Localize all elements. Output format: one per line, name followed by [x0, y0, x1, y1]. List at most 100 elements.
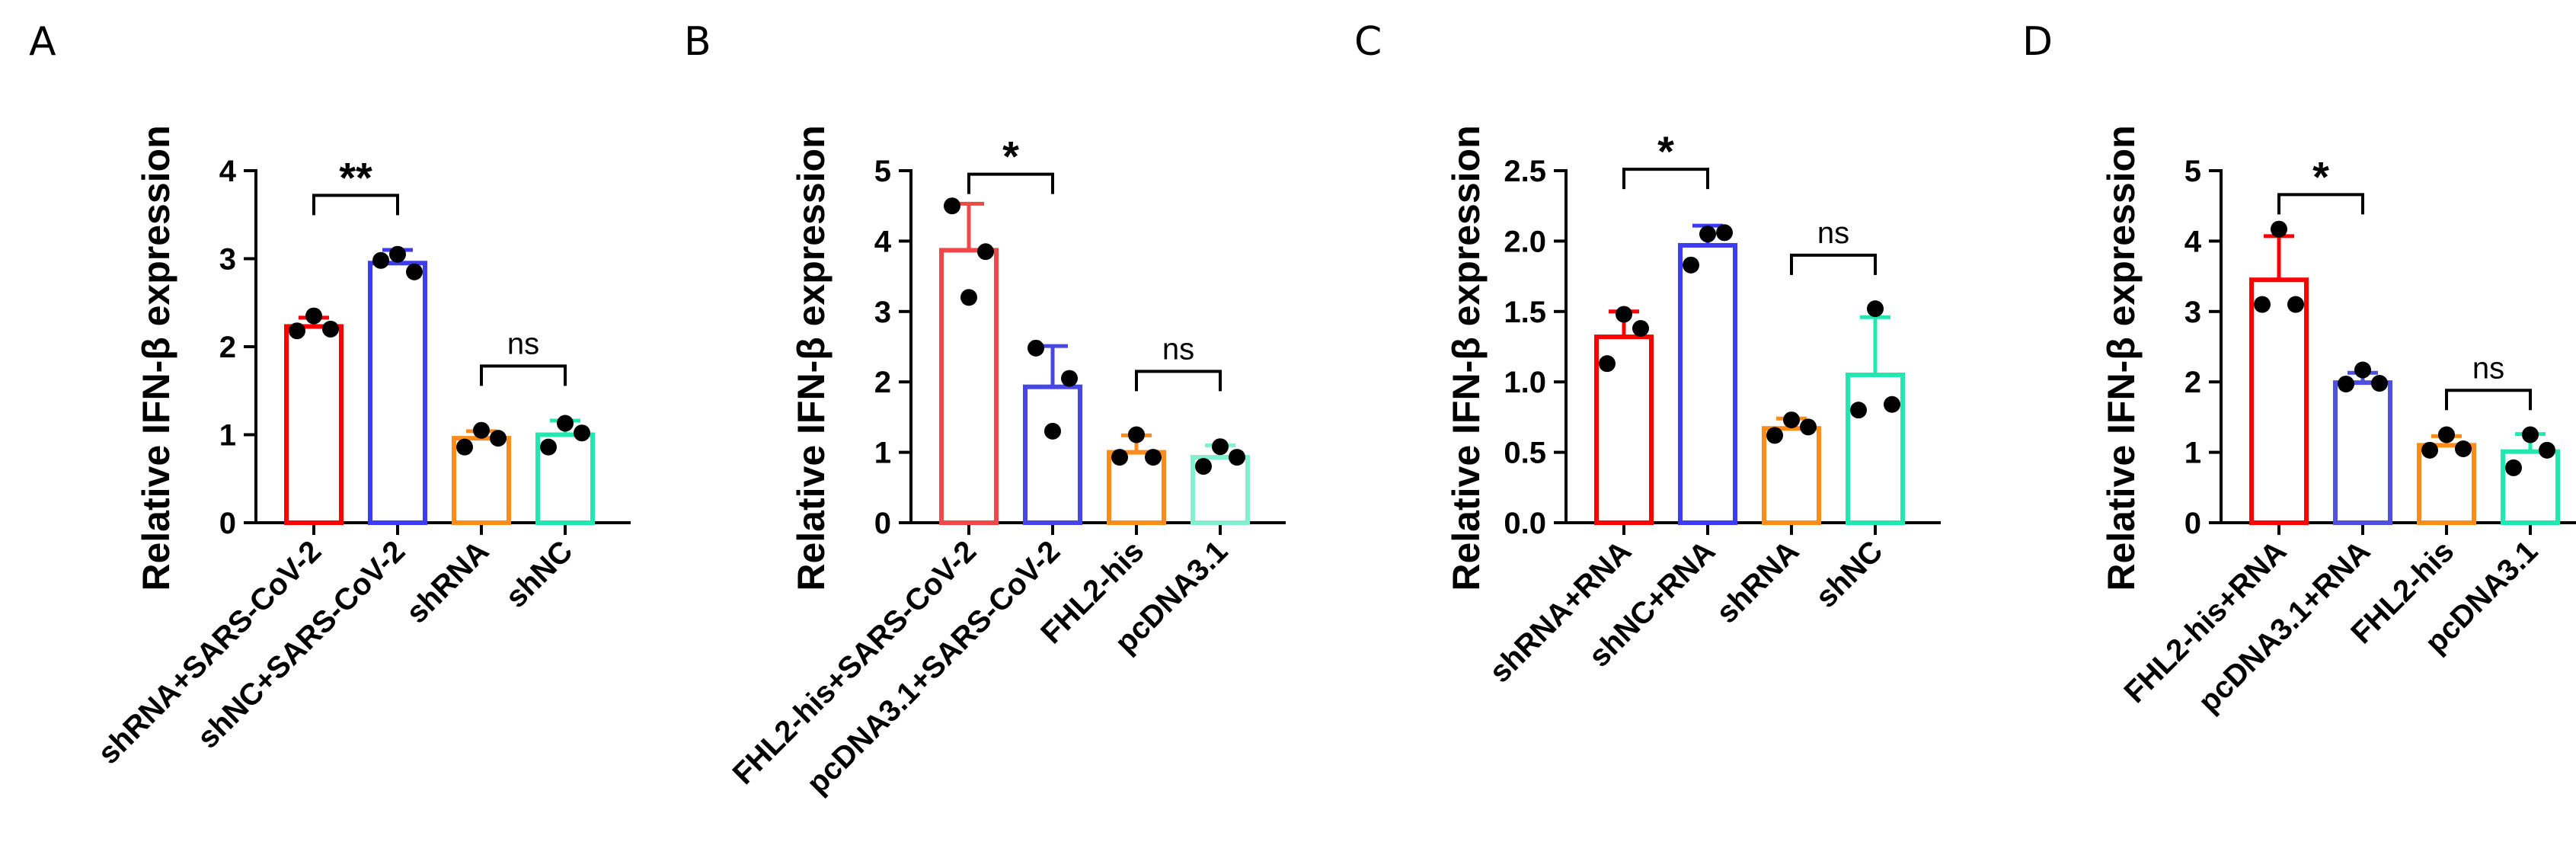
bar	[1678, 242, 1737, 525]
data-point	[2254, 296, 2271, 313]
significance-label: *	[1002, 133, 1019, 181]
significance-label: *	[2312, 152, 2329, 200]
panel-d: D Relative IFN-β expression 0 1 2 3 4 5 …	[2022, 19, 2576, 719]
data-point	[1128, 426, 1145, 443]
y-tick-label: 2	[219, 331, 236, 364]
data-point	[1783, 411, 1800, 429]
significance: * ns	[1622, 127, 1877, 275]
data-point	[490, 430, 507, 447]
significance-label: ns	[2472, 351, 2504, 385]
y-tick-label: 3	[2184, 296, 2201, 329]
data-point	[1599, 355, 1616, 373]
significance: * ns	[967, 133, 1222, 392]
significance: ** ns	[312, 153, 567, 386]
significance-label: ns	[1817, 216, 1849, 250]
data-point	[1229, 449, 1245, 466]
y-ticks: 0.0 0.5 1.0 1.5 2.0 2.5	[1504, 155, 1546, 540]
bar	[284, 324, 344, 525]
axes	[1554, 169, 1941, 535]
bar	[2501, 449, 2560, 526]
data-point	[1044, 422, 1061, 440]
bar	[2417, 443, 2476, 525]
y-tick-label: 3	[874, 296, 891, 329]
bars	[1594, 223, 1905, 526]
significance-label: *	[1657, 127, 1674, 175]
significance: * ns	[2277, 152, 2532, 411]
y-tick-label: 2	[874, 366, 891, 399]
significance-bracket	[1622, 168, 1709, 190]
significance-bracket	[2277, 193, 2364, 215]
data-point	[2338, 375, 2354, 392]
data-point	[2522, 426, 2539, 443]
bar	[1191, 455, 1250, 525]
bar	[1846, 372, 1905, 525]
bar	[368, 261, 427, 525]
data-point	[1699, 226, 1716, 243]
panel-letter: D	[2022, 19, 2053, 65]
bar	[2249, 277, 2309, 525]
y-tick-label: 5	[2184, 155, 2201, 188]
y-tick-label: 1	[2184, 437, 2201, 470]
bars	[939, 197, 1250, 525]
panel-letter: B	[684, 19, 711, 65]
data-point	[540, 438, 557, 456]
data-point	[2438, 426, 2455, 443]
bars	[284, 245, 595, 525]
y-tick-label: 2.0	[1504, 225, 1546, 258]
x-tick-label: shNC	[499, 534, 579, 614]
data-point	[977, 243, 994, 261]
data-point	[1145, 449, 1162, 466]
data-point	[1716, 224, 1733, 242]
y-tick-label: 3	[219, 243, 236, 277]
y-axis-label: Relative IFN-β expression	[135, 125, 177, 591]
data-point	[1212, 438, 1229, 456]
y-tick-label: 1	[219, 419, 236, 453]
data-point	[1632, 319, 1649, 337]
data-point	[1766, 427, 1783, 444]
data-point	[1884, 395, 1900, 413]
data-point	[406, 263, 423, 280]
data-point	[960, 289, 977, 306]
data-point	[305, 307, 322, 325]
data-point	[557, 415, 574, 432]
data-point	[1195, 458, 1212, 475]
y-tick-label: 2.5	[1504, 155, 1546, 188]
x-tick-label: shRNA+RNA	[1483, 534, 1638, 689]
y-tick-label: 1.5	[1504, 296, 1546, 329]
data-point	[289, 322, 305, 340]
bar	[2333, 380, 2392, 525]
significance-bracket	[1135, 370, 1222, 392]
y-tick-label: 0.0	[1504, 507, 1546, 540]
y-tick-label: 4	[219, 155, 237, 188]
data-point	[2505, 459, 2522, 476]
data-point	[944, 197, 960, 215]
bar	[939, 248, 999, 525]
data-point	[1616, 306, 1632, 323]
data-point	[574, 424, 590, 442]
y-tick-label: 1	[874, 437, 891, 470]
x-tick-label: shNC	[1809, 534, 1889, 614]
data-point	[2354, 361, 2371, 379]
significance-bracket	[967, 172, 1054, 194]
data-point	[473, 421, 490, 439]
data-point	[2539, 441, 2555, 459]
panel-c: C Relative IFN-β expression 0.0 0.5 1.0 …	[1354, 19, 1941, 689]
data-point	[2455, 440, 2472, 457]
bar	[1107, 450, 1166, 525]
y-tick-label: 0	[219, 507, 236, 540]
panel-letter: A	[29, 19, 56, 65]
bar	[1023, 384, 1082, 525]
y-tick-label: 1.0	[1504, 366, 1546, 399]
y-ticks: 0 1 2 3 4 5	[874, 155, 892, 540]
panel-letter: C	[1354, 19, 1382, 65]
data-point	[322, 320, 339, 338]
significance-label: ns	[1162, 332, 1194, 366]
y-tick-label: 4	[2184, 225, 2202, 258]
data-point	[2421, 441, 2438, 459]
significance-label: ns	[507, 327, 539, 360]
panel-a: A Relative IFN-β expression 0 1 2 3 4 sh…	[29, 19, 631, 770]
y-ticks: 0 1 2 3 4 5	[2184, 155, 2202, 540]
significance-label: **	[339, 153, 372, 201]
data-point	[1028, 339, 1044, 357]
data-point	[389, 245, 406, 263]
